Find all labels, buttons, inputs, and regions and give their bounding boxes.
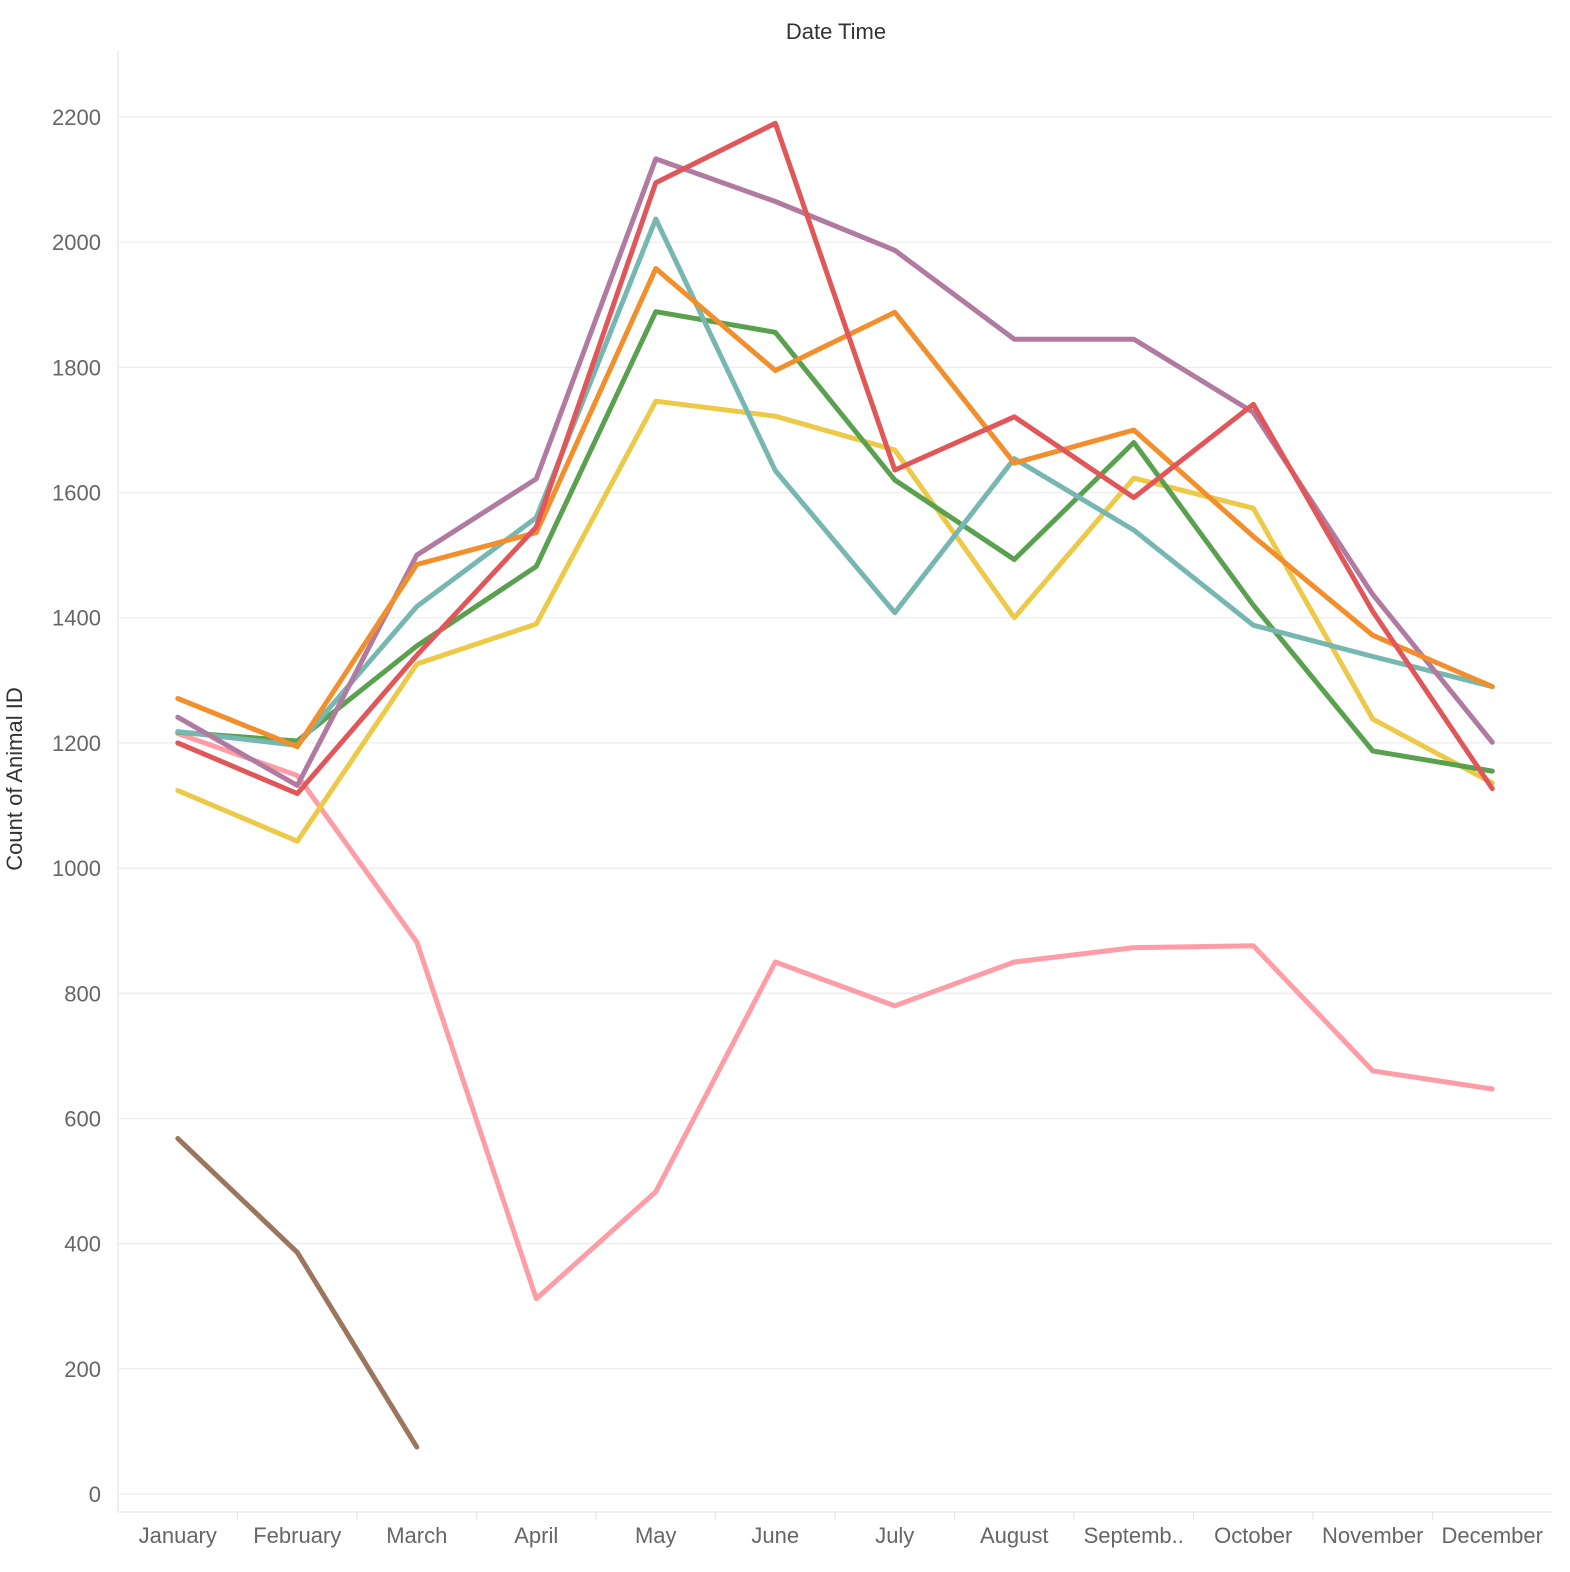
y-tick-label: 400 (64, 1232, 101, 1257)
x-tick-label: June (751, 1523, 799, 1548)
y-tick-label: 1400 (52, 606, 101, 631)
gridlines (118, 116, 1552, 1495)
series-line-2 (175, 398, 1495, 844)
x-tick-label: February (253, 1523, 341, 1548)
series-lines (175, 120, 1495, 1450)
y-tick-label: 0 (89, 1482, 101, 1507)
chart-title: Date Time (786, 19, 886, 44)
x-tick-label: October (1214, 1523, 1292, 1548)
x-tick-label: Septemb.. (1084, 1523, 1184, 1548)
y-axis-title: Count of Animal ID (2, 687, 27, 870)
series-line-1 (175, 731, 1495, 1302)
y-axis-ticks: 0 200 400 600 800 1000 1200 1400 1600 1800 2000 220… (52, 105, 101, 1507)
y-tick-label: 800 (64, 981, 101, 1006)
y-tick-label: 1800 (52, 355, 101, 380)
x-tick-label: August (980, 1523, 1049, 1548)
series-line-6 (175, 266, 1495, 750)
y-tick-label: 200 (64, 1357, 101, 1382)
series-line-0 (175, 1136, 420, 1450)
x-tick-label: July (875, 1523, 914, 1548)
x-tick-label: January (139, 1523, 217, 1548)
y-tick-label: 600 (64, 1106, 101, 1131)
x-tick-label: December (1442, 1523, 1543, 1548)
axes (117, 50, 1552, 1513)
x-tick-label: March (386, 1523, 447, 1548)
y-tick-label: 2200 (52, 105, 101, 130)
series-line-7 (175, 120, 1495, 797)
x-tick-label: April (514, 1523, 558, 1548)
y-tick-label: 2000 (52, 230, 101, 255)
y-tick-label: 1000 (52, 856, 101, 881)
y-tick-label: 1200 (52, 731, 101, 756)
series-line-4 (175, 216, 1495, 748)
y-tick-label: 1600 (52, 481, 101, 506)
x-axis-ticks: January February March April May June July Augu… (139, 1512, 1543, 1548)
x-tick-label: November (1322, 1523, 1423, 1548)
x-tick-label: May (635, 1523, 677, 1548)
